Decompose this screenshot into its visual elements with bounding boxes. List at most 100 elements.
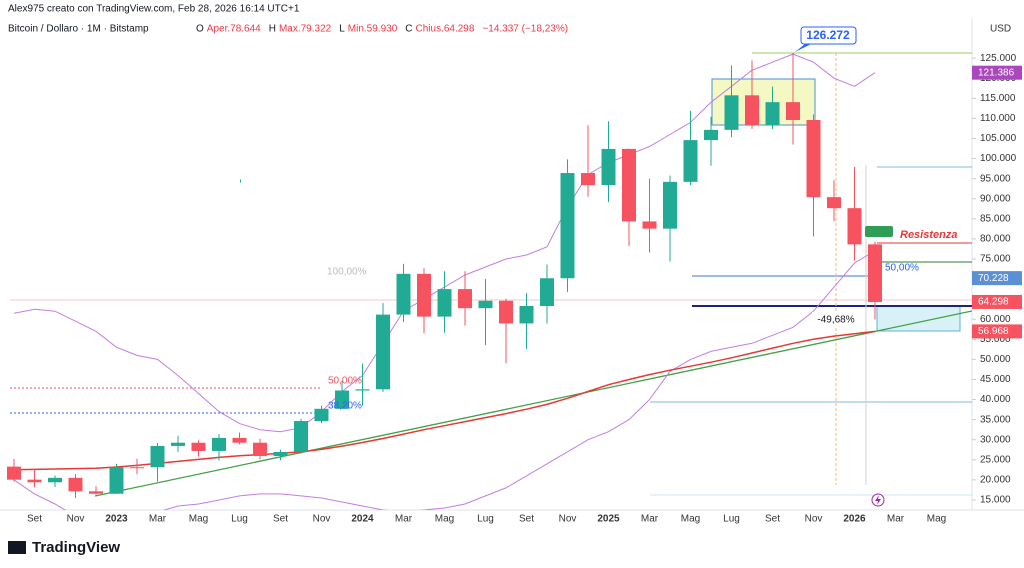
x-tick-label: 2023 — [105, 514, 128, 525]
candle-body — [663, 181, 677, 229]
y-tick-label: 20.000 — [980, 475, 1011, 486]
axis-unit: USD — [990, 24, 1011, 35]
candle-body — [7, 466, 21, 480]
callout — [800, 26, 857, 45]
ohlc-item: H — [269, 24, 276, 35]
candle-body — [601, 148, 616, 186]
candle-body — [642, 221, 657, 229]
x-tick-label: Lug — [477, 514, 494, 525]
y-tick-label: 90.000 — [980, 193, 1011, 204]
author: Alex975 creato con TradingView.com, Feb … — [8, 4, 300, 15]
candle-body — [847, 208, 862, 245]
candle-body — [48, 477, 62, 483]
x-tick-label: Mar — [149, 514, 167, 525]
fib-label: 50,00% — [885, 263, 919, 274]
y-tick-label: 125.000 — [980, 53, 1017, 64]
y-tick-label: 115.000 — [980, 93, 1016, 104]
candle-body — [806, 120, 821, 198]
x-tick-label: Set — [273, 514, 288, 525]
price-label: 56.968 — [978, 326, 1009, 337]
x-tick-label: Nov — [559, 514, 577, 525]
overlay-line — [13, 330, 876, 471]
candle-body — [478, 300, 493, 309]
x-tick-label: Mar — [395, 514, 413, 525]
candle-body — [109, 467, 124, 494]
candle-body — [437, 289, 452, 317]
candle-body — [499, 300, 513, 324]
ohlc-item: C — [405, 24, 412, 35]
candle-body — [519, 305, 534, 324]
candle-body — [581, 173, 595, 186]
price-label-bg — [972, 271, 1022, 286]
x-tick-label: 2025 — [597, 514, 620, 525]
candle-body — [765, 102, 780, 126]
candle-body — [745, 95, 759, 126]
candle-body — [130, 467, 144, 469]
candle-body — [89, 491, 103, 494]
price-label-bg — [972, 65, 1022, 80]
fib-label: 50,00% — [328, 376, 362, 387]
candle-body — [191, 442, 206, 451]
x-tick-label: Nov — [67, 514, 85, 525]
candle-body — [335, 390, 349, 409]
y-tick-label: 30.000 — [980, 434, 1011, 445]
logo-mark — [8, 541, 26, 554]
ohlc-item: Max.79.322 — [279, 24, 332, 35]
ohlc-item: −14.337 (−18,23%) — [482, 24, 568, 35]
candle-body — [786, 102, 800, 121]
x-tick-label: Mag — [927, 514, 946, 525]
event-bolt — [875, 495, 881, 505]
price-label: 64.298 — [978, 297, 1009, 308]
price-label-bg — [972, 324, 1022, 339]
candle-body — [540, 278, 554, 306]
ohlc-item: L — [339, 24, 345, 35]
trend-line — [94, 310, 972, 497]
callout-pointer — [795, 44, 811, 52]
candle-body — [417, 273, 431, 317]
ohlc-item: Chius.64.298 — [416, 24, 475, 35]
y-tick-label: 35.000 — [980, 414, 1011, 425]
y-tick-label: 55.000 — [980, 334, 1011, 345]
candle-body — [355, 389, 370, 391]
candle-body — [27, 479, 42, 483]
y-tick-label: 75.000 — [980, 254, 1011, 265]
y-tick-label: 50.000 — [980, 354, 1011, 365]
x-tick-label: Set — [27, 514, 42, 525]
x-tick-label: Mag — [435, 514, 454, 525]
y-tick-label: 95.000 — [980, 173, 1011, 184]
x-tick-label: Mar — [887, 514, 905, 525]
drop-label: -49,68% — [817, 315, 854, 326]
candle-body — [314, 408, 329, 422]
y-tick-label: 60.000 — [980, 314, 1011, 325]
marker-label — [865, 226, 893, 237]
x-tick-label: 2024 — [351, 514, 374, 525]
fib-label: 38,20% — [328, 401, 362, 412]
y-tick-label: 15.000 — [980, 495, 1011, 506]
y-tick-label: 80.000 — [980, 234, 1011, 245]
candle-body — [458, 289, 472, 309]
ohlc-item: Aper.78.644 — [207, 24, 261, 35]
y-tick-label: 45.000 — [980, 374, 1011, 385]
fib-label: 100,00% — [327, 267, 367, 278]
candle-body — [868, 244, 882, 302]
x-tick-label: Lug — [723, 514, 740, 525]
overlay-line — [13, 250, 876, 510]
price-label: 121.386 — [978, 67, 1015, 78]
candle-body — [273, 451, 288, 456]
x-tick-label: Mag — [189, 514, 208, 525]
ohlc-row: O Aper.78.644 H Max.79.322 L Min.59.930 C Chius… — [196, 24, 568, 35]
drop-bg — [812, 312, 860, 327]
candle-body — [704, 129, 718, 141]
candle-body — [683, 140, 698, 182]
candle-body — [68, 477, 83, 492]
candle-body — [724, 95, 739, 130]
candle-body — [622, 148, 636, 222]
candle-body — [232, 437, 247, 443]
candle-body — [150, 445, 165, 468]
candle-body — [376, 314, 390, 390]
y-tick-label: 100.000 — [980, 153, 1017, 164]
x-tick-label: Set — [519, 514, 534, 525]
x-tick-label: Mar — [641, 514, 659, 525]
price-label: 70.228 — [978, 273, 1009, 284]
